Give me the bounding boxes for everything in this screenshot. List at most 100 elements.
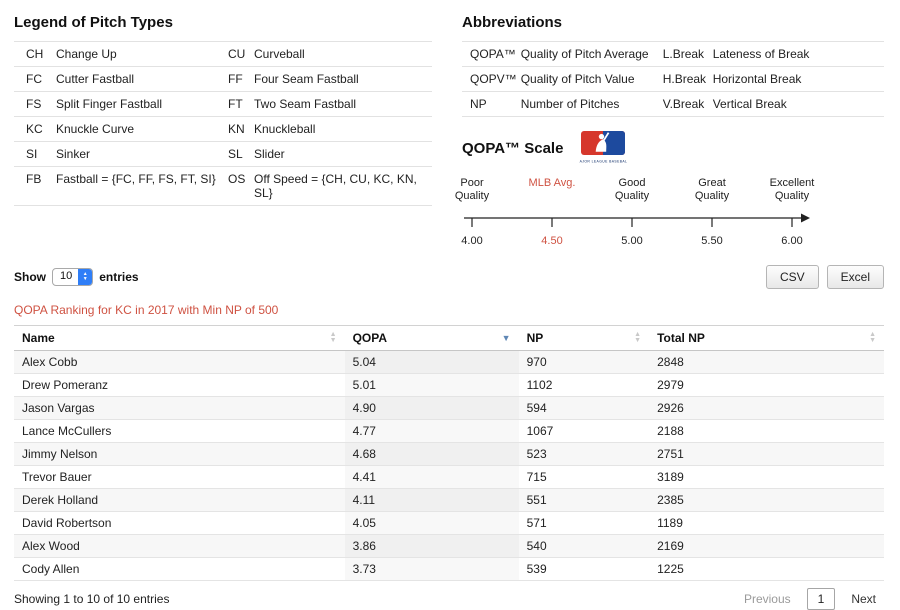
column-header-total-np[interactable]: Total NP ▲ ▼ [649,325,884,351]
abbr-code: H.Break [662,66,713,92]
legend-section: Legend of Pitch Types CH Change Up CU Cu… [14,6,432,257]
cell-total-np: 2169 [649,534,884,558]
cell-qopa: 5.04 [344,350,519,374]
abbreviations-table: QOPA™ Quality of Pitch Average L.Break L… [462,41,884,117]
cell-qopa: 4.41 [344,465,519,489]
page-1-button[interactable]: 1 [806,588,836,610]
scale-label: Excellent Quality [769,177,815,202]
pitch-code: FS [14,91,56,117]
mlb-logo: MAJOR LEAGUE BASEBALL [579,131,627,164]
show-label: Show [14,270,46,284]
cell-qopa: 4.11 [344,488,519,512]
legend-row: FC Cutter Fastball FF Four Seam Fastball [14,66,432,92]
column-header-name[interactable]: Name ▲ ▼ [14,325,345,351]
abbreviations-title: Abbreviations [462,14,563,31]
table-footer: Showing 1 to 10 of 10 entries Previous 1… [14,581,884,610]
right-column: Abbreviations QOPA™ Quality of Pitch Ave… [455,6,884,257]
cell-total-np: 2979 [649,373,884,397]
table-row: Cody Allen 3.73 539 1225 [14,557,884,581]
scale-tick-value: 5.50 [701,235,723,247]
column-header-np[interactable]: NP ▲ ▼ [518,325,650,351]
export-buttons: CSV Excel [758,265,884,289]
csv-button[interactable]: CSV [765,265,819,289]
scale-label: Poor Quality [454,177,490,202]
cell-qopa: 4.90 [344,396,519,420]
show-entries-control: Show 10 ▲ ▼ entries [14,268,139,286]
cell-qopa: 4.68 [344,442,519,466]
cell-total-np: 1225 [649,557,884,581]
sort-descending-icon: ▼ [501,332,511,343]
scale-tick-value: 4.00 [461,235,483,247]
pitch-code: FB [14,166,56,206]
scale-tick-value: 5.00 [621,235,643,247]
abbr-code: L.Break [662,41,713,67]
pitch-code: OS [228,166,254,206]
table-row: Jimmy Nelson 4.68 523 2751 [14,442,884,466]
pitch-name: Fastball = {FC, FF, FS, FT, SI} [56,166,228,206]
cell-name: Lance McCullers [14,419,345,443]
table-row: Lance McCullers 4.77 1067 2188 [14,419,884,443]
cell-total-np: 3189 [649,465,884,489]
abbr-desc: Quality of Pitch Value [520,66,663,92]
abbreviation-row: NP Number of Pitches V.Break Vertical Br… [462,91,884,117]
pitch-name: Two Seam Fastball [254,91,432,117]
entries-label: entries [99,270,139,284]
pitch-name: Knuckleball [254,116,432,142]
column-header-qopa[interactable]: QOPA ▼ [344,325,519,351]
pitch-code: FF [228,66,254,92]
pagination: Previous 1 Next [736,588,884,610]
controls-row: Show 10 ▲ ▼ entries CSV Excel [14,265,884,289]
cell-name: Jimmy Nelson [14,442,345,466]
cell-total-np: 2926 [649,396,884,420]
cell-name: Cody Allen [14,557,345,581]
legend-row: SI Sinker SL Slider [14,141,432,167]
cell-total-np: 2385 [649,488,884,512]
abbr-desc: Number of Pitches [520,91,663,117]
abbr-desc: Vertical Break [712,91,884,117]
cell-name: Trevor Bauer [14,465,345,489]
cell-qopa: 3.86 [344,534,519,558]
next-button[interactable]: Next [851,592,876,606]
pitch-name: Cutter Fastball [56,66,228,92]
top-section: Legend of Pitch Types CH Change Up CU Cu… [14,6,884,257]
svg-text:MAJOR LEAGUE BASEBALL: MAJOR LEAGUE BASEBALL [579,160,627,164]
pitch-code: CH [14,41,56,67]
cell-name: Alex Cobb [14,350,345,374]
table-info: Showing 1 to 10 of 10 entries [14,592,170,606]
previous-button[interactable]: Previous [743,592,791,606]
cell-np: 523 [518,442,650,466]
abbreviation-row: QOPV™ Quality of Pitch Value H.Break Hor… [462,66,884,92]
pitch-code: SI [14,141,56,167]
entries-select[interactable]: 10 ▲ ▼ [52,268,94,286]
legend-row: FS Split Finger Fastball FT Two Seam Fas… [14,91,432,117]
scale-tick-value-mlb-avg: 4.50 [541,235,563,247]
table-row: Alex Cobb 5.04 970 2848 [14,350,884,374]
pitch-code: SL [228,141,254,167]
pitch-code: KN [228,116,254,142]
cell-total-np: 1189 [649,511,884,535]
cell-np: 540 [518,534,650,558]
legend-row: FB Fastball = {FC, FF, FS, FT, SI} OS Of… [14,166,432,206]
table-row: Alex Wood 3.86 540 2169 [14,534,884,558]
table-row: Derek Holland 4.11 551 2385 [14,488,884,512]
axis-line [464,213,810,227]
pitch-name: Split Finger Fastball [56,91,228,117]
abbr-code: V.Break [662,91,713,117]
abbr-desc: Horizontal Break [712,66,884,92]
abbreviation-row: QOPA™ Quality of Pitch Average L.Break L… [462,41,884,67]
cell-total-np: 2848 [649,350,884,374]
cell-name: Derek Holland [14,488,345,512]
cell-np: 539 [518,557,650,581]
scale-label: Great Quality [694,177,730,202]
pitch-name: Change Up [56,41,228,67]
pitch-name: Curveball [254,41,432,67]
cell-qopa: 4.77 [344,419,519,443]
stepper-arrows-icon: ▲ ▼ [78,269,93,285]
pitch-name: Slider [254,141,432,167]
excel-button[interactable]: Excel [826,265,884,289]
page: Legend of Pitch Types CH Change Up CU Cu… [14,6,884,610]
column-label: Name [22,331,55,345]
entries-select-value: 10 [60,270,73,282]
cell-qopa: 3.73 [344,557,519,581]
pitch-name: Sinker [56,141,228,167]
